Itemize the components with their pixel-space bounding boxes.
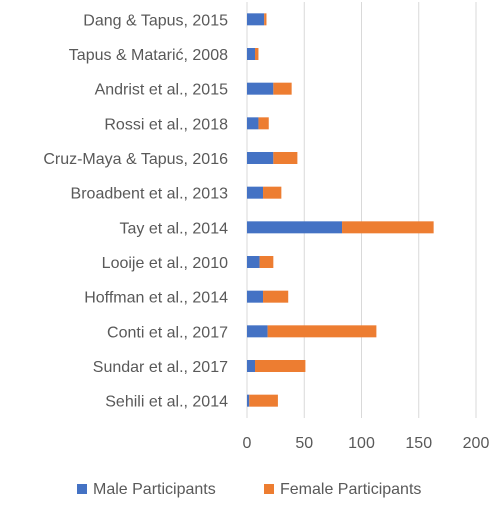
bar-female (267, 325, 377, 338)
bar-female (273, 82, 292, 95)
bar-female (255, 48, 259, 60)
bars (247, 13, 434, 407)
bar-female (273, 152, 298, 164)
bar-female (249, 394, 278, 407)
bar-male (247, 48, 256, 60)
bar-male (247, 117, 259, 130)
bar-female (264, 13, 267, 26)
category-label: Tapus & Matarić, 2008 (69, 47, 228, 64)
gridlines (246, 2, 477, 418)
bar-male (247, 82, 274, 95)
x-tick-labels: 0 50 100 150 200 (243, 435, 490, 452)
x-tick-label: 100 (348, 435, 375, 452)
bar-male (247, 256, 260, 268)
bar-male (247, 186, 264, 199)
bar-male (247, 360, 256, 372)
category-label: Looije et al., 2010 (102, 255, 228, 272)
category-label: Rossi et al., 2018 (104, 116, 228, 133)
legend-swatch-male (77, 484, 87, 494)
category-label: Conti et al., 2017 (107, 324, 228, 341)
category-label: Broadbent et al., 2013 (71, 186, 229, 203)
category-label: Dang & Tapus, 2015 (83, 12, 228, 29)
legend: Male Participants Female Participants (77, 481, 421, 498)
category-label: Andrist et al., 2015 (95, 82, 229, 99)
category-label: Sundar et al., 2017 (93, 359, 228, 376)
category-labels: Dang & Tapus, 2015 Tapus & Matarić, 2008 A… (43, 12, 228, 410)
category-label: Cruz-Maya & Tapus, 2016 (43, 151, 228, 168)
category-label: Tay et al., 2014 (119, 220, 228, 237)
bar-female (255, 360, 306, 372)
bar-female (342, 221, 434, 234)
bar-female (258, 117, 269, 130)
bar-male (247, 325, 268, 338)
legend-swatch-female (264, 484, 274, 494)
bar-male (247, 13, 265, 26)
x-tick-label: 50 (295, 435, 313, 452)
legend-label-male: Male Participants (93, 481, 216, 498)
x-tick-label: 200 (463, 435, 490, 452)
bar-male (247, 290, 264, 303)
bar-male (247, 221, 343, 234)
legend-label-female: Female Participants (280, 481, 421, 498)
bar-male (247, 394, 250, 407)
x-tick-label: 150 (405, 435, 432, 452)
bar-female (263, 186, 282, 199)
bar-female (259, 256, 274, 268)
category-label: Hoffman et al., 2014 (84, 290, 228, 307)
bar-male (247, 152, 274, 164)
x-tick-label: 0 (243, 435, 252, 452)
bar-female (263, 290, 289, 303)
category-label: Sehili et al., 2014 (105, 394, 228, 411)
